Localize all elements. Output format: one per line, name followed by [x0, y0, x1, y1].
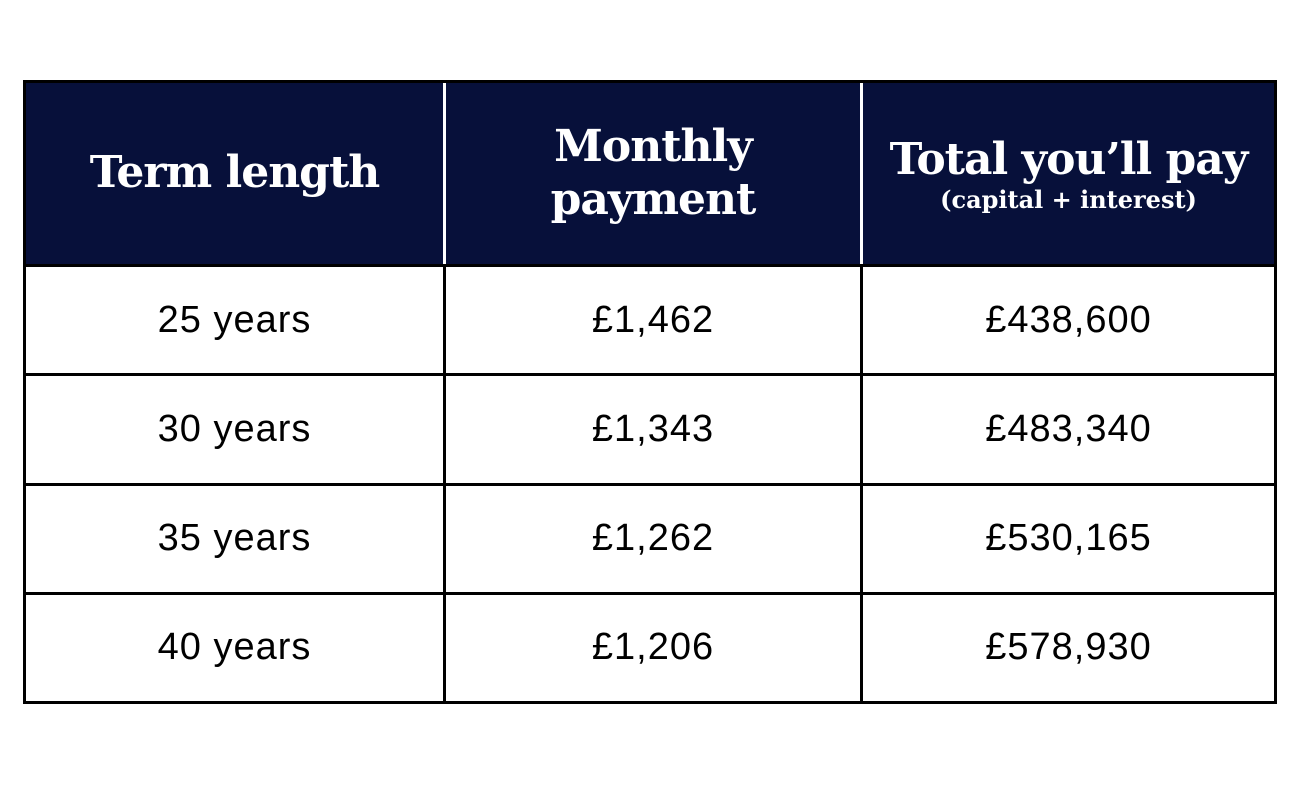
header-total-pay: Total you’ll pay (capital + interest)	[860, 83, 1274, 264]
header-title: Total you’ll pay	[889, 133, 1249, 185]
table-cell-total: £530,165	[860, 482, 1274, 592]
header-monthly-payment: Monthly payment	[443, 83, 860, 264]
table-cell-term: 25 years	[26, 264, 443, 373]
mortgage-term-table: Term length Monthly payment Total you’ll…	[23, 80, 1277, 704]
table-cell-term: 30 years	[26, 373, 443, 482]
table-cell-total: £483,340	[860, 373, 1274, 483]
table-cell-monthly: £1,206	[443, 591, 860, 701]
table-cell-total: £578,930	[860, 591, 1274, 701]
table-cell-term: 35 years	[26, 482, 443, 592]
header-term-length: Term length	[26, 83, 443, 264]
header-subtitle: (capital + interest)	[940, 184, 1197, 214]
header-title: Monthly payment	[550, 120, 757, 225]
table-cell-monthly: £1,262	[443, 482, 860, 592]
table-cell-total: £438,600	[860, 264, 1274, 374]
table-cell-monthly: £1,343	[443, 373, 860, 483]
header-title: Term length	[89, 147, 381, 199]
table-cell-monthly: £1,462	[443, 264, 860, 374]
table-cell-term: 40 years	[26, 591, 443, 701]
